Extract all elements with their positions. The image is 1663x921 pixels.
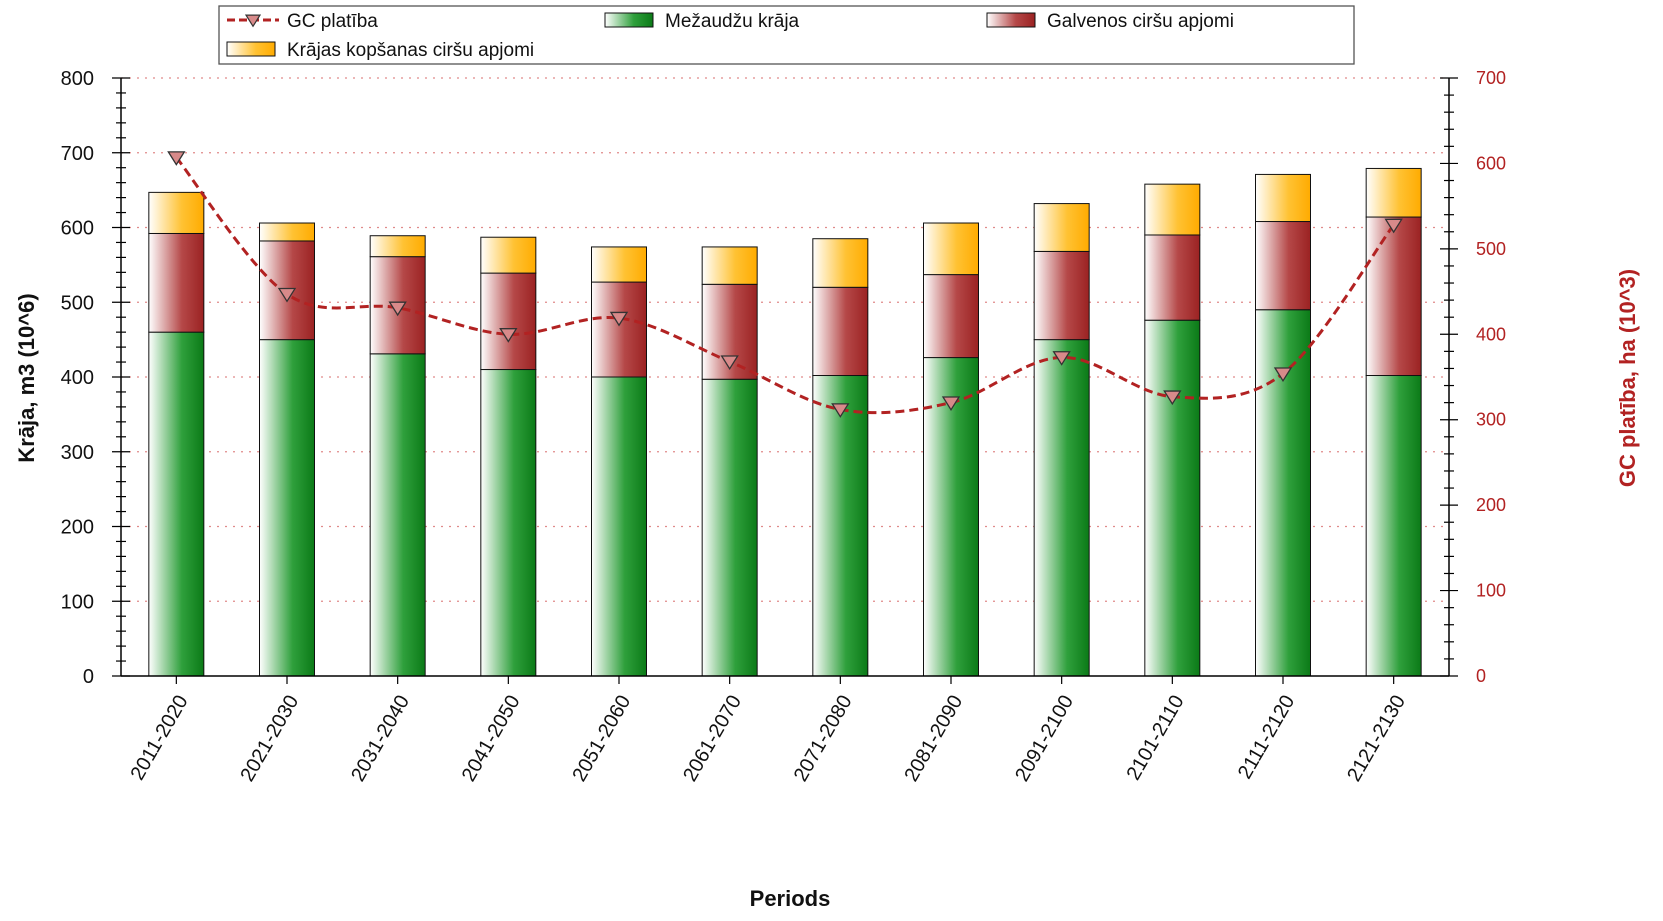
gc-line-path [175,156,1395,415]
y2-tick-label: 700 [1476,68,1506,88]
bar-segment [480,272,537,371]
bar-segment [1144,183,1201,236]
bar-segment [701,246,758,285]
bar-segment [480,236,537,274]
axis-labels: Periods Krāja, m3 (10^6) GC platība, ha … [14,269,1640,911]
bar-segment [1033,203,1090,252]
bar-segment [591,246,647,283]
x-tick-label: 2031-2040 [347,692,414,786]
bar-segment [923,274,979,359]
y2-axis-label: GC platība, ha (10^3) [1615,269,1640,487]
x-tick-label: 2061-2070 [679,692,746,786]
gc-point [167,151,186,166]
legend-swatch [986,12,1036,28]
bar-segment [701,378,758,677]
bar-segment [812,375,869,677]
y-tick-label: 700 [61,143,94,165]
x-tick-label: 2101-2110 [1123,692,1189,785]
y-tick-label: 800 [61,68,94,90]
bar-segment [369,353,426,677]
y-tick-label: 100 [61,591,94,613]
bar-segment [1365,216,1422,377]
legend: GC platība Mežaudžu krāja Galvenos ciršu a… [218,5,1355,65]
y-tick-label: 600 [61,218,94,240]
bar-segment [480,369,537,677]
legend-box [218,5,1355,65]
bar-segment [1365,167,1422,218]
bar-segment [1255,221,1311,311]
bar-segment [591,376,647,677]
legend-swatch [604,12,654,28]
legend-label: Mežaudžu krāja [665,11,800,32]
bars [148,167,1422,677]
legend-marker [244,14,262,28]
y2-tick-label: 600 [1476,153,1506,173]
x-axis-label: Periods [750,886,831,911]
gc-point [941,396,961,412]
y2-tick-label: 300 [1476,410,1506,430]
x-tick-label: 2121-2130 [1343,692,1410,786]
x-tick-label: 2021-2030 [236,692,303,786]
x-tick-label: 2071-2080 [790,692,857,786]
y2-tick-label: 100 [1476,581,1506,601]
bar-segment [1033,250,1090,341]
bar-segment [1144,319,1201,677]
bar-segment [1144,234,1201,321]
grid [121,77,1449,602]
y-tick-label: 400 [61,367,94,389]
bar-segment [812,238,869,288]
gc-point [720,355,739,371]
bar-segment [369,235,426,258]
gc-point [1052,351,1071,366]
bar-segment [148,191,205,234]
bar-segment [923,222,979,276]
bar-segment [148,232,205,333]
gc-point [499,328,518,343]
legend-label: GC platība [287,11,378,32]
legend-label: Krājas kopšanas ciršu apjomi [287,40,534,61]
x-tick-label: 2051-2060 [568,692,635,786]
x-tick-label: 2081-2090 [900,692,967,786]
gc-point [388,301,407,317]
y-tick-label: 0 [83,666,94,688]
x-tick-label: 2011-2020 [127,692,193,785]
gc-point [277,287,297,303]
bar-segment [1255,173,1311,223]
bar-segment [591,281,647,378]
y2-tick-label: 400 [1476,324,1506,344]
gc-point [831,403,850,418]
bar-segment [259,222,315,242]
bar-segment [1033,339,1090,677]
y2-tick-label: 0 [1476,666,1486,686]
y-axis-label: Krāja, m3 (10^6) [14,293,39,462]
legend-swatch [226,41,276,57]
x-tick-label: 2041-2050 [458,692,525,786]
y-tick-label: 200 [61,517,94,539]
gc-point [1384,218,1403,234]
y2-tick-label: 200 [1476,495,1506,515]
gc-line [167,151,1403,418]
y-tick-label: 500 [61,292,94,314]
bar-segment [812,286,869,377]
gc-point [1273,367,1293,383]
legend-label: Galvenos ciršu apjomi [1047,11,1234,32]
gc-point [1163,390,1182,406]
bar-segment [1255,309,1311,677]
bar-segment [1365,375,1422,677]
x-tick-label: 2091-2100 [1011,692,1078,786]
gc-point [609,311,629,327]
bar-segment [259,339,315,677]
x-tick-label: 2111-2120 [1234,692,1299,783]
y2-tick-label: 500 [1476,239,1506,259]
bar-segment [148,331,205,677]
y-tick-label: 300 [61,442,94,464]
